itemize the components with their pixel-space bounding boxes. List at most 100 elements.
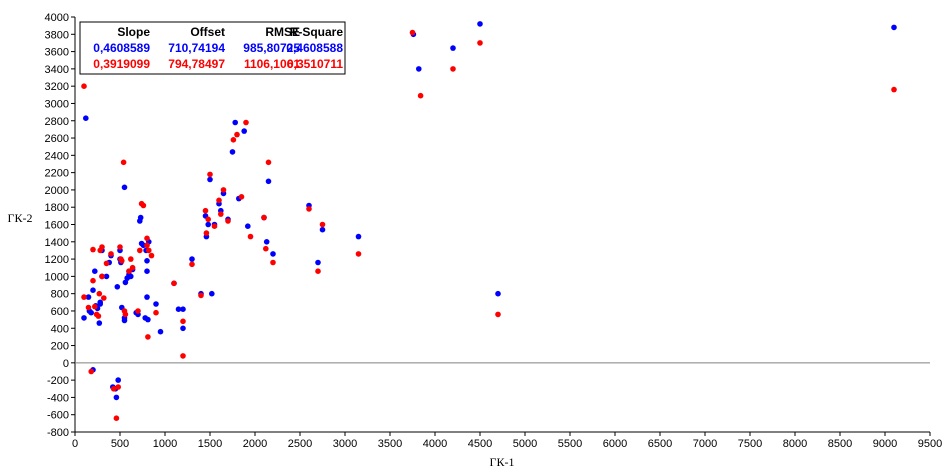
data-point [306, 206, 312, 212]
data-point [135, 308, 141, 314]
data-point [319, 226, 326, 233]
data-point [81, 83, 87, 89]
data-point [88, 309, 94, 316]
data-point [115, 384, 121, 390]
y-tick-label: 400 [51, 323, 69, 335]
data-point [120, 159, 127, 166]
data-point [157, 328, 164, 335]
x-tick-label: 7500 [738, 438, 762, 450]
data-point [144, 258, 150, 264]
y-tick-label: 3200 [45, 81, 69, 93]
data-point [315, 259, 321, 266]
data-point [126, 268, 132, 275]
data-point [261, 214, 267, 221]
data-point [137, 214, 144, 221]
data-point [477, 40, 483, 46]
x-tick-label: 2500 [288, 438, 312, 450]
data-point [83, 115, 89, 121]
data-point [108, 251, 114, 257]
data-point [175, 306, 182, 313]
data-point [495, 311, 501, 318]
y-tick-label: 3800 [45, 29, 69, 41]
data-point [121, 317, 128, 324]
data-point [121, 184, 128, 191]
data-point [209, 290, 215, 297]
x-tick-label: 8000 [783, 438, 807, 450]
data-point [113, 394, 120, 401]
stats-header: RMSE [265, 25, 300, 39]
y-tick-label: -800 [47, 427, 69, 439]
data-point [96, 320, 103, 326]
data-point [140, 202, 147, 209]
data-point [225, 218, 231, 224]
data-point [101, 295, 107, 301]
stats-table-frame [79, 21, 346, 75]
data-point [103, 273, 110, 280]
x-tick-label: 2000 [243, 438, 267, 450]
data-point [85, 304, 92, 311]
y-tick-label: 3400 [45, 64, 69, 76]
data-point [90, 287, 96, 294]
data-point [216, 197, 222, 204]
y-tick-label: 2800 [45, 116, 69, 128]
data-point [189, 256, 195, 262]
y-tick-label: 1200 [45, 254, 69, 266]
data-point [202, 207, 209, 214]
y-tick-label: 0 [63, 358, 69, 370]
data-point [99, 244, 105, 250]
data-point [153, 309, 159, 316]
data-point [198, 292, 204, 299]
data-point [92, 303, 98, 310]
y-tick-label: -600 [47, 410, 69, 422]
y-tick-label: 2000 [45, 185, 69, 197]
data-point [129, 264, 136, 271]
y-tick-label: 1600 [45, 220, 69, 232]
data-point [265, 159, 272, 166]
data-point [95, 313, 102, 319]
data-point [270, 259, 276, 266]
data-point [234, 131, 240, 138]
x-axis-title: ГК-1 [490, 455, 515, 469]
data-point [355, 233, 362, 240]
data-point [110, 386, 117, 392]
data-point [171, 280, 177, 287]
stats-header: R-Square [290, 25, 344, 39]
stats-header: Offset [190, 25, 225, 39]
stats-value: 0,4608588 [286, 41, 343, 55]
y-tick-label: 600 [51, 306, 69, 318]
y-tick-label: -400 [47, 392, 69, 404]
y-tick-label: 1000 [45, 271, 69, 283]
stats-value: 710,74194 [168, 41, 225, 55]
data-point [119, 258, 125, 264]
data-point [205, 221, 211, 228]
data-point [229, 149, 236, 155]
data-point [416, 66, 422, 72]
y-tick-label: 3600 [45, 47, 69, 59]
data-point [144, 294, 150, 300]
data-point [103, 260, 110, 267]
data-point [450, 66, 456, 72]
data-point [477, 21, 483, 27]
x-tick-label: 5500 [558, 438, 582, 450]
x-tick-label: 1000 [153, 438, 177, 450]
x-tick-label: 7000 [693, 438, 717, 450]
stats-value: 985,80725 [243, 41, 300, 55]
x-tick-label: 9500 [918, 438, 942, 450]
data-point [117, 244, 123, 250]
x-tick-label: 0 [72, 438, 78, 450]
data-point [90, 246, 96, 253]
y-axis-title: ГК-2 [8, 211, 33, 225]
stats-value: 0,3510711 [287, 57, 343, 71]
data-point [245, 223, 251, 229]
data-point [144, 268, 150, 275]
data-point [148, 252, 155, 259]
x-tick-label: 4500 [468, 438, 492, 450]
data-point [180, 353, 186, 359]
data-point [207, 171, 213, 178]
data-point [263, 245, 269, 252]
stats-value: 0,4608589 [93, 41, 150, 55]
data-point [88, 368, 94, 375]
data-point [81, 294, 87, 300]
data-point [153, 301, 159, 307]
y-tick-label: 2400 [45, 150, 69, 162]
